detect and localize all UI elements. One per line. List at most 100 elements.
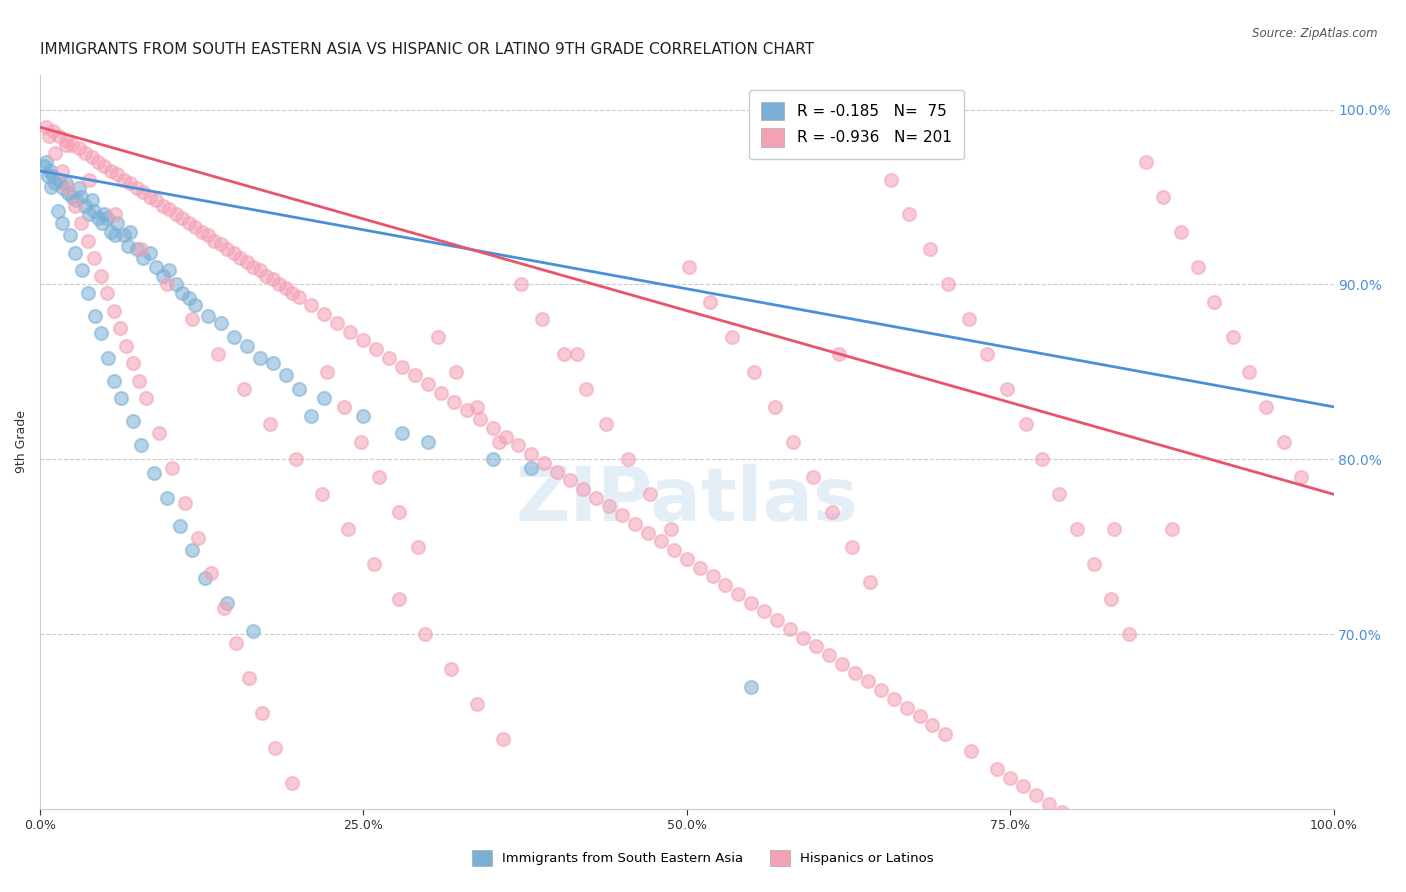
Point — [187, 531, 209, 545]
Point — [139, 246, 162, 260]
Point — [152, 268, 174, 283]
Point — [63, 199, 86, 213]
Point — [520, 461, 543, 475]
Point — [80, 150, 103, 164]
Point — [339, 325, 361, 339]
Point — [135, 391, 157, 405]
Point — [427, 330, 450, 344]
Point — [35, 120, 58, 134]
Point — [856, 674, 879, 689]
Point — [314, 307, 336, 321]
Point — [637, 525, 659, 540]
Point — [388, 592, 411, 607]
Point — [207, 347, 229, 361]
Point — [727, 587, 749, 601]
Point — [804, 640, 827, 654]
Y-axis label: 9th Grade: 9th Grade — [15, 410, 28, 474]
Point — [366, 342, 388, 356]
Point — [721, 330, 744, 344]
Point — [194, 571, 217, 585]
Point — [173, 496, 195, 510]
Point — [456, 403, 478, 417]
Point — [60, 137, 83, 152]
Point — [67, 181, 90, 195]
Point — [844, 665, 866, 680]
Point — [388, 505, 411, 519]
Point — [96, 211, 118, 225]
Point — [42, 169, 65, 183]
Point — [128, 374, 150, 388]
Point — [598, 500, 620, 514]
Point — [44, 146, 66, 161]
Point — [1187, 260, 1209, 274]
Point — [1272, 434, 1295, 449]
Point — [52, 181, 75, 195]
Point — [157, 202, 180, 217]
Point — [107, 167, 129, 181]
Point — [828, 347, 851, 361]
Point — [51, 216, 73, 230]
Point — [63, 246, 86, 260]
Point — [132, 185, 155, 199]
Point — [1135, 155, 1157, 169]
Point — [242, 624, 264, 638]
Point — [112, 228, 135, 243]
Point — [314, 391, 336, 405]
Point — [624, 516, 647, 531]
Point — [139, 190, 162, 204]
Point — [763, 400, 786, 414]
Point — [575, 382, 598, 396]
Point — [678, 260, 700, 274]
Point — [90, 216, 112, 230]
Point — [39, 163, 62, 178]
Point — [87, 155, 110, 169]
Point — [883, 691, 905, 706]
Point — [766, 613, 789, 627]
Point — [1222, 330, 1244, 344]
Point — [249, 351, 271, 365]
Point — [896, 700, 918, 714]
Point — [70, 190, 93, 204]
Point — [60, 190, 83, 204]
Point — [316, 365, 339, 379]
Point — [90, 326, 112, 341]
Point — [1102, 522, 1125, 536]
Point — [264, 740, 287, 755]
Point — [96, 286, 118, 301]
Point — [391, 425, 413, 440]
Point — [262, 356, 284, 370]
Point — [274, 281, 297, 295]
Point — [90, 268, 112, 283]
Point — [585, 491, 607, 505]
Point — [1099, 592, 1122, 607]
Point — [918, 243, 941, 257]
Point — [97, 351, 120, 365]
Point — [1063, 814, 1085, 829]
Point — [714, 578, 737, 592]
Point — [336, 522, 359, 536]
Point — [820, 505, 842, 519]
Point — [104, 207, 127, 221]
Point — [129, 243, 152, 257]
Point — [204, 234, 226, 248]
Point — [184, 219, 207, 234]
Point — [125, 181, 148, 195]
Point — [662, 543, 685, 558]
Point — [352, 409, 374, 423]
Point — [55, 134, 77, 148]
Point — [281, 286, 304, 301]
Point — [1083, 557, 1105, 571]
Point — [165, 277, 187, 292]
Point — [145, 194, 167, 208]
Point — [468, 412, 491, 426]
Point — [80, 194, 103, 208]
Point — [110, 391, 132, 405]
Point — [957, 312, 980, 326]
Point — [702, 569, 724, 583]
Point — [84, 309, 107, 323]
Point — [1014, 417, 1036, 432]
Point — [406, 540, 429, 554]
Point — [209, 237, 232, 252]
Point — [87, 211, 110, 225]
Point — [200, 566, 222, 580]
